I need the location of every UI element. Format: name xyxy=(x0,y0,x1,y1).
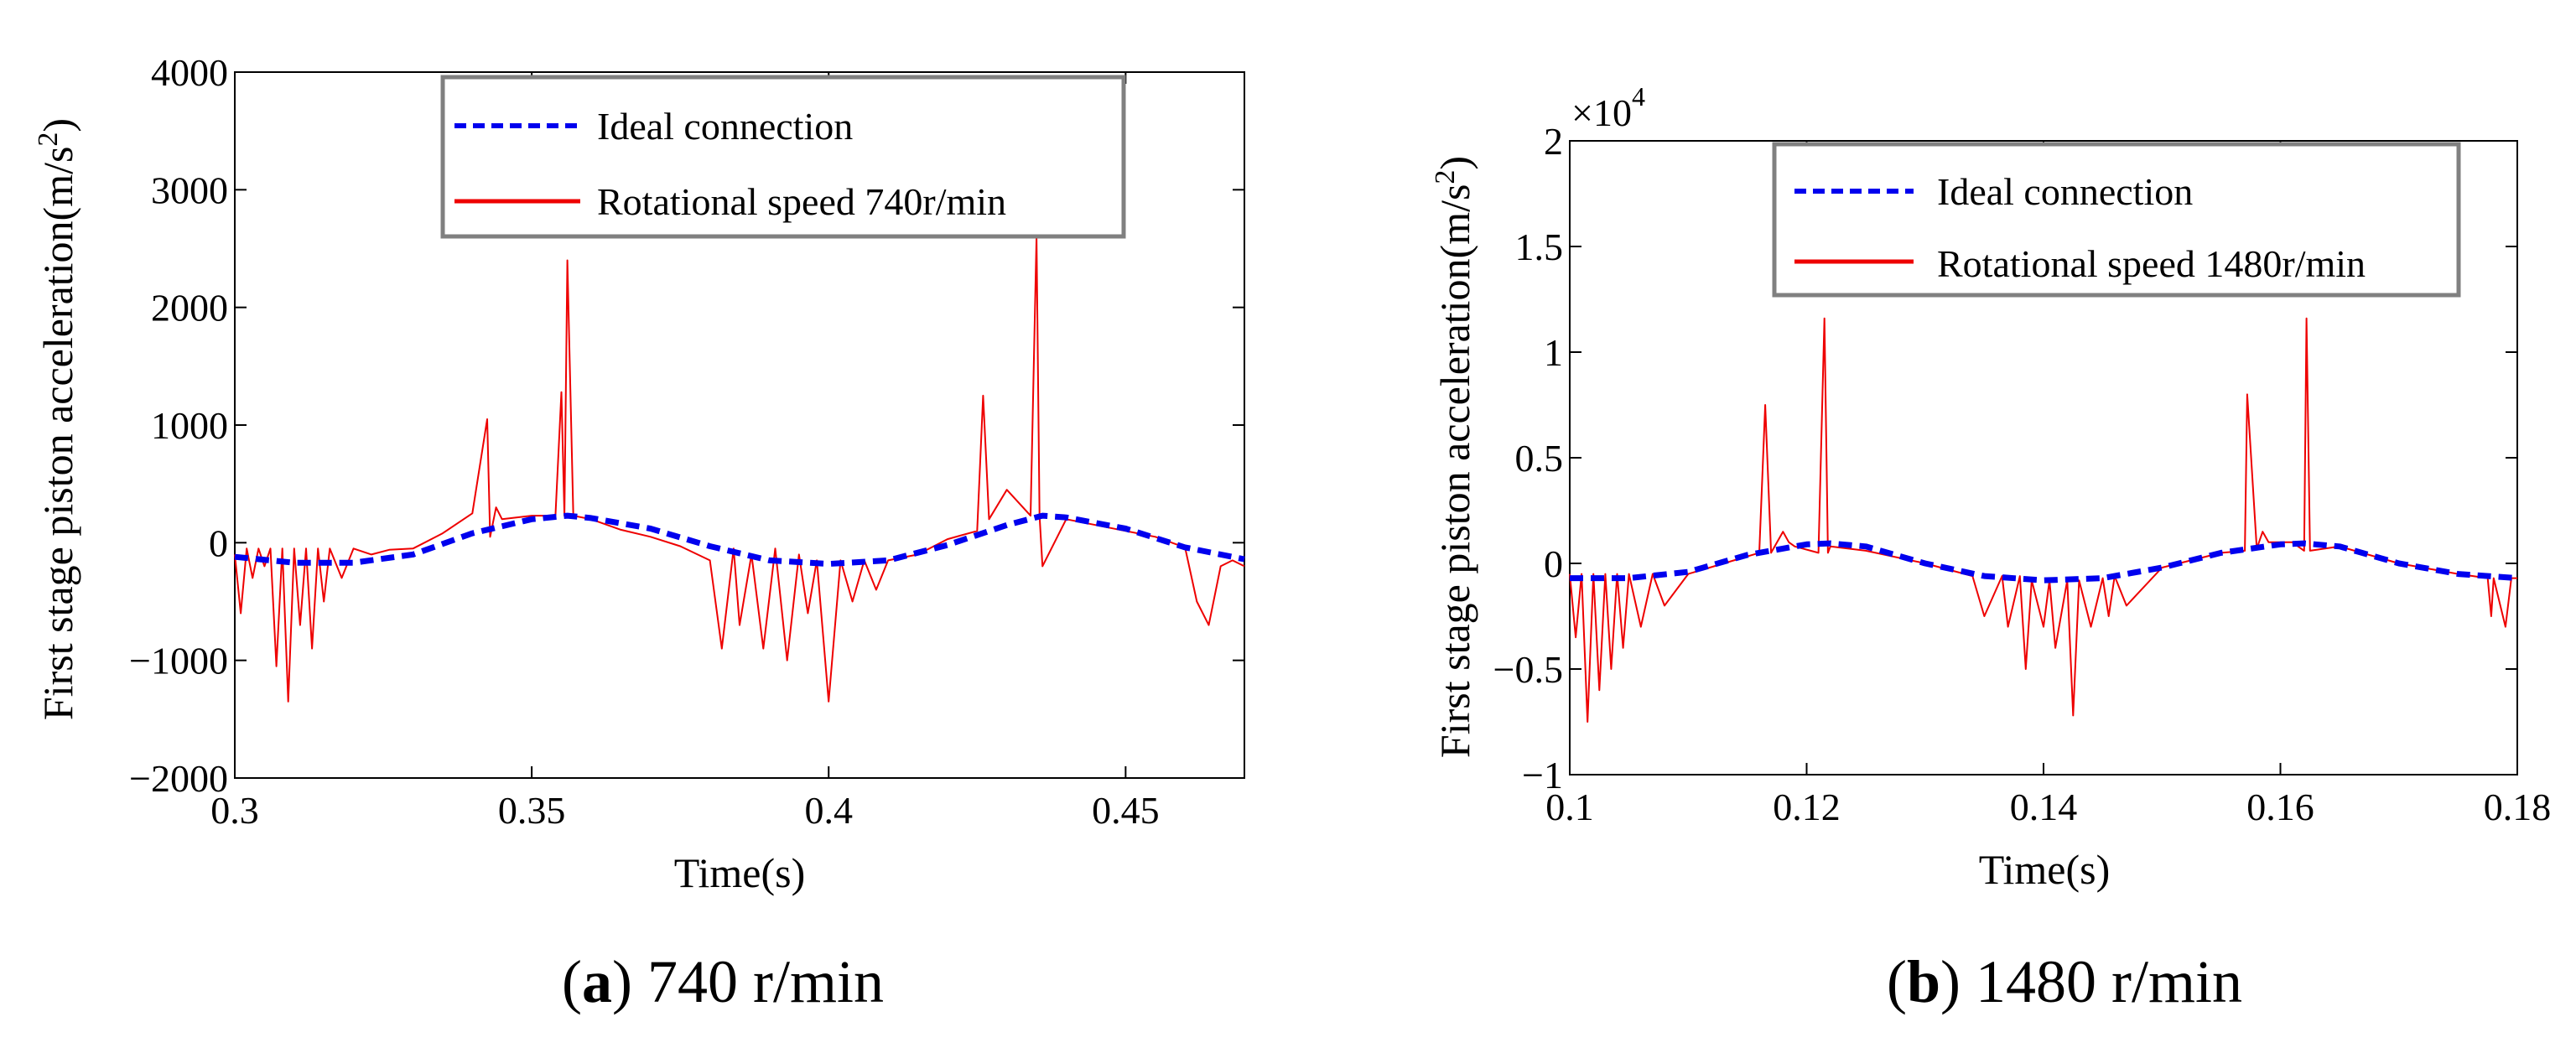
y-tick-label: 0 xyxy=(209,521,228,564)
y-tick-label: 0.5 xyxy=(1515,437,1564,480)
y-multiplier-exp-b: 4 xyxy=(1632,81,1645,112)
y-axis-label-end-a: ) xyxy=(34,118,81,132)
series-rotational-speed-line-b xyxy=(1569,317,2517,723)
x-tick-label: 0.45 xyxy=(1092,789,1160,832)
series-ideal-connection-line-a xyxy=(234,512,1245,568)
legend-label-speed-b: Rotational speed 1480r/min xyxy=(1937,242,2366,285)
x-ticks-b: 0.1 0.12 0.14 0.16 0.18 xyxy=(1545,141,2551,828)
y-axis-label-main-b: First stage piston acceleration(m/s xyxy=(1431,184,1478,759)
legend-box-b xyxy=(1772,142,2461,298)
x-ticks-a: 0.3 0.35 0.4 0.45 xyxy=(210,72,1160,832)
series-group-b xyxy=(1569,317,2518,723)
caption-letter-b: b xyxy=(1906,948,1941,1015)
x-tick-label: 0.35 xyxy=(498,789,566,832)
y-axis-label-sup-b: 2 xyxy=(1430,170,1461,184)
y-tick-label: 1000 xyxy=(151,404,228,447)
series-ideal-connection-line-b xyxy=(1570,540,2518,584)
x-axis-label-b: Time(s) xyxy=(1979,846,2111,893)
legend-b: Ideal connection Rotational speed 1480r/… xyxy=(1772,142,2461,298)
y-tick-label: 1 xyxy=(1544,331,1563,374)
y-tick-label: −1 xyxy=(1522,754,1563,796)
y-tick-label: 2000 xyxy=(151,287,228,329)
y-tick-label: −2000 xyxy=(129,757,228,800)
y-axis-label-sup-a: 2 xyxy=(33,132,64,147)
y-tick-label: −1000 xyxy=(129,640,228,682)
series-group-a xyxy=(234,236,1245,703)
y-axis-label-main-a: First stage piston acceleration(m/s xyxy=(34,147,81,721)
x-tick-label: 0.18 xyxy=(2484,786,2552,828)
y-ticks-b: −1 −0.5 0 0.5 1 1.5 2 xyxy=(1493,120,2517,796)
panel-b: −1 −0.5 0 0.5 1 1.5 2 0.1 0.12 0.14 0.16 0.18 ×104… xyxy=(1430,81,2551,893)
caption-text-b: 1480 r/min xyxy=(1976,948,2243,1015)
y-tick-label: 1.5 xyxy=(1515,226,1564,268)
y-tick-label: 0 xyxy=(1544,542,1563,585)
legend-a: Ideal connection Rotational speed 740r/m… xyxy=(440,75,1126,239)
legend-label-ideal-a: Ideal connection xyxy=(597,105,853,148)
y-tick-label: 2 xyxy=(1544,120,1563,163)
y-tick-label: 3000 xyxy=(151,169,228,211)
y-axis-label-end-b: ) xyxy=(1431,156,1478,170)
x-tick-label: 0.3 xyxy=(210,789,259,832)
y-axis-label-b: First stage piston acceleration(m/s2) xyxy=(1430,156,1478,758)
caption-a: (a) 740 r/min xyxy=(562,948,884,1015)
x-tick-label: 0.4 xyxy=(804,789,853,832)
x-tick-label: 0.12 xyxy=(1773,786,1841,828)
y-axis-label-a: First stage piston acceleration(m/s2) xyxy=(33,118,81,720)
y-multiplier-b: ×104 xyxy=(1571,81,1645,134)
caption-letter-a: a xyxy=(581,948,612,1015)
legend-label-speed-a: Rotational speed 740r/min xyxy=(597,180,1006,223)
x-axis-label-a: Time(s) xyxy=(674,849,806,896)
y-ticks-a: −2000 −1000 0 1000 2000 3000 4000 xyxy=(129,51,1244,800)
caption-text-a: 740 r/min xyxy=(647,948,884,1015)
y-tick-label: −0.5 xyxy=(1493,648,1563,691)
legend-label-ideal-b: Ideal connection xyxy=(1937,170,2193,213)
y-multiplier-base-b: ×10 xyxy=(1571,91,1632,134)
x-tick-label: 0.16 xyxy=(2246,786,2314,828)
y-tick-label: 4000 xyxy=(151,51,228,94)
x-tick-label: 0.14 xyxy=(2010,786,2078,828)
caption-b: (b) 1480 r/min xyxy=(1887,948,2243,1015)
x-tick-label: 0.1 xyxy=(1545,786,1594,828)
legend-box-a xyxy=(440,75,1126,239)
